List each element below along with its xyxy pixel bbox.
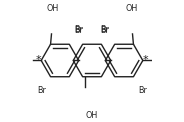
Text: *: * (143, 56, 149, 66)
Text: Br: Br (37, 86, 46, 95)
Text: *: * (35, 56, 41, 66)
Text: Br: Br (138, 86, 147, 95)
Text: OH: OH (47, 4, 59, 13)
Text: Br: Br (75, 25, 83, 34)
Text: OH: OH (86, 111, 98, 120)
Text: OH: OH (125, 4, 137, 13)
Text: Br: Br (75, 26, 84, 35)
Text: Br: Br (101, 25, 109, 34)
Text: Br: Br (100, 26, 109, 35)
